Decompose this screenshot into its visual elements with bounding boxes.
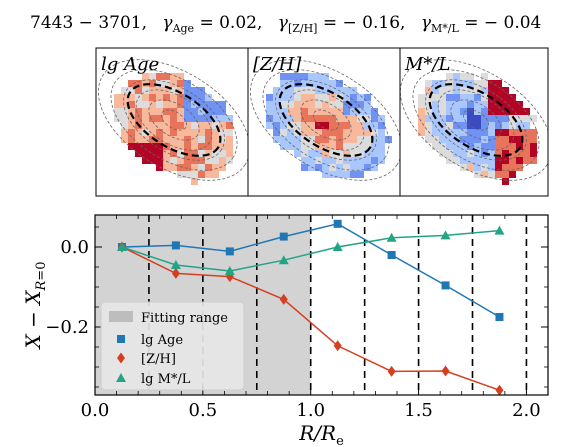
series-line-3 xyxy=(121,229,500,272)
legend-fitting-range-swatch xyxy=(109,311,133,322)
data-point-s2-6 xyxy=(387,365,396,377)
legend-marker-zh xyxy=(117,352,125,364)
legend-marker-lg-age xyxy=(117,335,125,343)
data-point-s3-4 xyxy=(278,255,289,265)
legend: Fitting range lg Age [Z/H] lg M*/L xyxy=(100,301,245,391)
title-galaxy: 7443 − 3701, xyxy=(30,13,147,33)
title-gamma-age: = 0.02, xyxy=(199,13,262,33)
profile-plot: 0.0 0.5 1.0 1.5 2.0 0.0 −0.2 R/Re X − XR=0 Fittin… xyxy=(21,214,549,447)
data-point-s1-7 xyxy=(441,281,450,290)
y-tick-label: −0.2 xyxy=(45,317,89,338)
map-panel-1: lg Age xyxy=(95,47,249,197)
x-tick-label: 1.0 xyxy=(296,400,325,421)
data-point-s1-4 xyxy=(279,232,288,241)
legend-label-series-1: lg Age xyxy=(141,333,183,348)
svg-text:7443 − 3701, γAge: 7443 − 3701, γAge = 0.02, γ[Z/H] = − 0.1… xyxy=(30,13,541,37)
data-point-s3-2 xyxy=(170,260,181,269)
title-gamma-zh: = − 0.16, xyxy=(323,13,406,33)
data-point-s1-8 xyxy=(495,313,504,321)
legend-label-series-3: lg M*/L xyxy=(141,372,191,387)
data-point-s1-5 xyxy=(333,219,342,228)
data-point-s3-3 xyxy=(224,266,235,275)
x-tick-label: 2.0 xyxy=(512,400,541,421)
data-point-s1-3 xyxy=(225,247,234,256)
x-tick-label: 1.5 xyxy=(404,400,433,421)
map-label-1: lg Age xyxy=(101,54,159,75)
x-axis-label: R/Re xyxy=(298,421,344,447)
map-panel-3: M*/L xyxy=(399,47,549,197)
data-point-s3-1 xyxy=(116,242,127,251)
map-panel-2: [Z/H] xyxy=(247,47,401,197)
data-point-s1-2 xyxy=(171,241,180,250)
map-label-3: M*/L xyxy=(404,54,450,75)
data-point-s3-8 xyxy=(494,225,505,235)
y-tick-label: 0.0 xyxy=(60,237,89,258)
data-point-s2-4 xyxy=(279,293,288,305)
data-point-s1-6 xyxy=(387,251,396,259)
data-point-s2-7 xyxy=(441,365,450,377)
series-line-2 xyxy=(121,246,500,391)
series-3 xyxy=(116,225,505,275)
data-point-s3-7 xyxy=(440,230,451,240)
data-point-s3-5 xyxy=(332,242,343,251)
x-tick-label: 0.5 xyxy=(189,400,218,421)
y-axis-label: X − XR=0 xyxy=(21,262,49,351)
legend-label-fitting-range: Fitting range xyxy=(141,311,228,326)
x-tick-label: 0.0 xyxy=(81,400,110,421)
plot-frame xyxy=(94,214,549,396)
data-point-s2-5 xyxy=(333,340,342,352)
title-gamma-ml: = − 0.04 xyxy=(464,13,541,33)
figure-title: 7443 − 3701, γAge = 0.02, γ[Z/H] = − 0.1… xyxy=(30,13,541,37)
data-point-s3-6 xyxy=(386,232,397,242)
series-line-1 xyxy=(121,223,500,318)
map-panels: lg Age [Z/H] M*/L xyxy=(95,47,549,197)
legend-label-series-2: [Z/H] xyxy=(141,352,176,367)
data-point-s2-8 xyxy=(495,384,504,395)
data-point-s2-2 xyxy=(171,267,180,279)
legend-marker-ml xyxy=(116,373,126,382)
map-label-2: [Z/H] xyxy=(253,54,302,75)
